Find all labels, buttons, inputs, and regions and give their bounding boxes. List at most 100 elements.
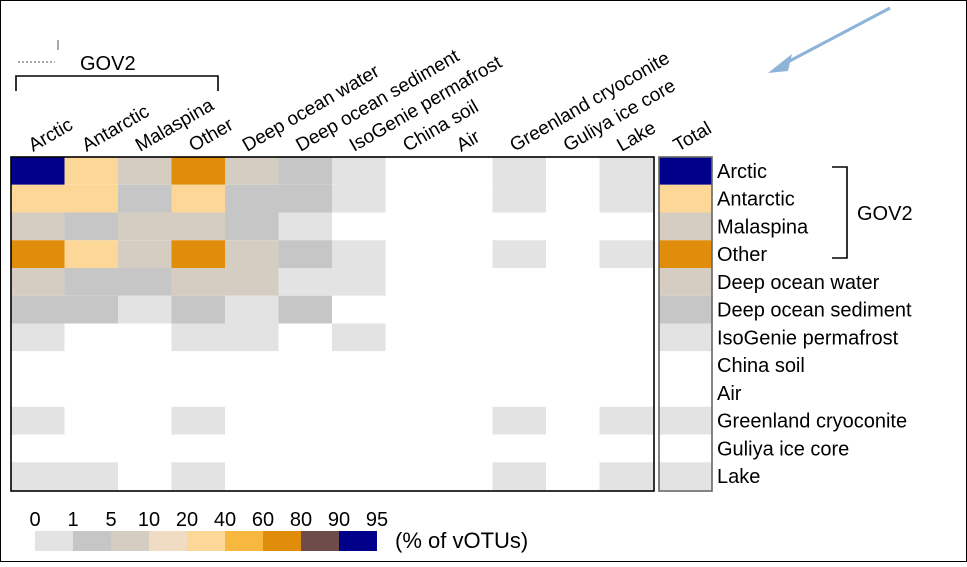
total-cell-greenland-cryoconite (659, 406, 712, 435)
cell-china-soil-antarctic (64, 351, 118, 379)
cell-lake-air (439, 462, 493, 490)
cell-deep-ocean-water-other (171, 268, 225, 296)
cell-greenland-cryoconite-isogenie-permafrost (332, 406, 386, 435)
cell-arctic-antarctic (64, 157, 118, 185)
cell-air-isogenie-permafrost (332, 379, 386, 407)
cell-greenland-cryoconite-other (171, 406, 225, 435)
scale-swatch-0 (35, 531, 73, 551)
total-cell-deep-ocean-sediment (659, 295, 712, 324)
cell-malaspina-arctic (11, 212, 65, 241)
cell-arctic-guliya-ice-core (546, 157, 600, 185)
total-cell-deep-ocean-water (659, 268, 712, 296)
cell-other-guliya-ice-core (546, 240, 600, 268)
cell-other-malaspina (118, 240, 172, 268)
cell-air-deep-ocean-sediment (278, 379, 332, 407)
cell-deep-ocean-water-arctic (11, 268, 65, 296)
cell-deep-ocean-water-lake (599, 268, 653, 296)
cell-arctic-deep-ocean-water (225, 157, 279, 185)
cell-arctic-deep-ocean-sediment (278, 157, 332, 185)
row-label-isogenie-permafrost: IsoGenie permafrost (717, 327, 899, 349)
cell-guliya-ice-core-deep-ocean-water (225, 434, 279, 463)
total-cell-guliya-ice-core (659, 434, 712, 463)
row-label-air: Air (717, 383, 742, 405)
cell-guliya-ice-core-guliya-ice-core (546, 434, 600, 463)
cell-antarctic-air (439, 184, 493, 213)
cell-other-isogenie-permafrost (332, 240, 386, 268)
heatmap-cells (11, 157, 653, 490)
cell-guliya-ice-core-greenland-cryoconite (492, 434, 546, 463)
cell-deep-ocean-sediment-air (439, 295, 493, 324)
scale-swatch-2 (111, 531, 149, 551)
cell-deep-ocean-sediment-guliya-ice-core (546, 295, 600, 324)
cell-guliya-ice-core-lake (599, 434, 653, 463)
cell-deep-ocean-sediment-lake (599, 295, 653, 324)
cell-china-soil-deep-ocean-sediment (278, 351, 332, 379)
row-label-arctic: Arctic (717, 161, 767, 183)
cell-isogenie-permafrost-air (439, 323, 493, 352)
cell-other-lake (599, 240, 653, 268)
gov2-top-bracket: GOV2 (15, 53, 219, 91)
cell-deep-ocean-water-air (439, 268, 493, 296)
cell-arctic-isogenie-permafrost (332, 157, 386, 185)
cell-malaspina-isogenie-permafrost (332, 212, 386, 241)
cell-deep-ocean-water-malaspina (118, 268, 172, 296)
cell-lake-malaspina (118, 462, 172, 490)
cell-lake-deep-ocean-water (225, 462, 279, 490)
cell-antarctic-deep-ocean-sediment (278, 184, 332, 213)
total-border (658, 156, 713, 492)
row-labels: Arctic Antarctic Malaspina Other Deep ocean … (717, 161, 912, 488)
total-column-label: Total (670, 118, 715, 156)
cell-greenland-cryoconite-arctic (11, 406, 65, 435)
cell-greenland-cryoconite-deep-ocean-water (225, 406, 279, 435)
cell-isogenie-permafrost-other (171, 323, 225, 352)
cell-other-deep-ocean-water (225, 240, 279, 268)
total-cell-air (659, 379, 712, 407)
cell-air-antarctic (64, 379, 118, 407)
scale-tick-0: 0 (29, 509, 40, 531)
cell-malaspina-air (439, 212, 493, 241)
cell-guliya-ice-core-malaspina (118, 434, 172, 463)
cell-guliya-ice-core-isogenie-permafrost (332, 434, 386, 463)
cell-guliya-ice-core-arctic (11, 434, 65, 463)
cell-air-china-soil (385, 379, 439, 407)
cell-other-air (439, 240, 493, 268)
total-cell-malaspina (659, 212, 712, 241)
cell-china-soil-guliya-ice-core (546, 351, 600, 379)
cell-china-soil-other (171, 351, 225, 379)
cell-deep-ocean-sediment-deep-ocean-water (225, 295, 279, 324)
cell-other-greenland-cryoconite (492, 240, 546, 268)
scale-tick-90: 90 (328, 509, 350, 531)
row-label-other: Other (717, 244, 767, 266)
cell-air-guliya-ice-core (546, 379, 600, 407)
cell-china-soil-malaspina (118, 351, 172, 379)
cell-greenland-cryoconite-china-soil (385, 406, 439, 435)
cell-deep-ocean-water-isogenie-permafrost (332, 268, 386, 296)
scale-swatch-3 (149, 531, 187, 551)
cell-malaspina-china-soil (385, 212, 439, 241)
row-label-antarctic: Antarctic (717, 189, 795, 211)
cell-lake-isogenie-permafrost (332, 462, 386, 490)
row-label-malaspina: Malaspina (717, 216, 809, 238)
cell-air-greenland-cryoconite (492, 379, 546, 407)
cell-isogenie-permafrost-arctic (11, 323, 65, 352)
cell-antarctic-other (171, 184, 225, 213)
cell-china-soil-isogenie-permafrost (332, 351, 386, 379)
cell-air-malaspina (118, 379, 172, 407)
scale-swatch-1 (73, 531, 111, 551)
cell-antarctic-lake (599, 184, 653, 213)
row-label-deep-ocean-sediment: Deep ocean sediment (717, 300, 912, 322)
row-label-china-soil: China soil (717, 355, 805, 377)
cell-other-china-soil (385, 240, 439, 268)
cell-lake-greenland-cryoconite (492, 462, 546, 490)
cell-deep-ocean-sediment-malaspina (118, 295, 172, 324)
cell-air-air (439, 379, 493, 407)
cell-isogenie-permafrost-guliya-ice-core (546, 323, 600, 352)
cell-antarctic-deep-ocean-water (225, 184, 279, 213)
cell-air-deep-ocean-water (225, 379, 279, 407)
cell-guliya-ice-core-other (171, 434, 225, 463)
cell-deep-ocean-water-deep-ocean-water (225, 268, 279, 296)
scale-swatch-8 (339, 531, 377, 551)
total-cell-isogenie-permafrost (659, 323, 712, 352)
cell-deep-ocean-water-guliya-ice-core (546, 268, 600, 296)
